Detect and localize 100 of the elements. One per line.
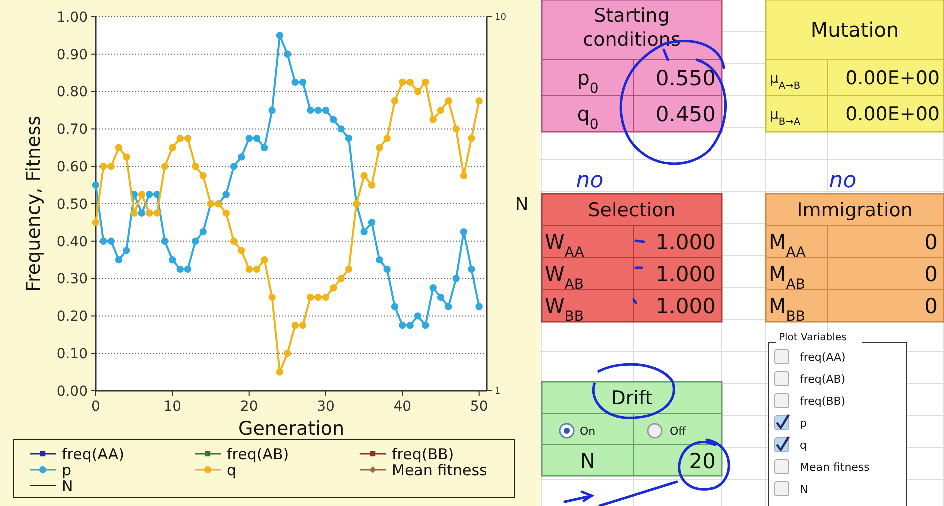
point [200,228,207,236]
point [138,210,146,217]
text: N [580,449,596,473]
text: freq(BB) [800,394,846,408]
point [460,228,468,236]
point [246,266,253,274]
text: p [800,416,807,430]
point [184,266,192,274]
text: 1.000 [656,262,716,286]
text: 0.450 [656,102,716,126]
y-tick-label: 0.40 [56,234,88,250]
point [161,238,169,245]
text: Immigration [797,200,913,222]
point [108,163,115,170]
point [100,238,108,245]
x-tick-label: 50 [470,399,488,415]
point [430,284,437,292]
point [399,78,406,86]
y2-tick-label: 1 [495,387,501,398]
text: freq(AB) [800,372,846,386]
point [445,98,452,105]
point [268,106,276,114]
point [338,275,345,282]
point [238,154,246,161]
point [368,219,376,226]
point [376,144,384,152]
y-tick-label: 0.50 [56,196,88,213]
text: Off [670,424,687,438]
y-tick-label: 0.10 [56,346,88,362]
y-tick-label: 0.20 [56,309,88,326]
text: N [800,482,808,496]
legend-label: q [227,461,237,480]
point [146,210,154,217]
point [476,98,483,105]
point [360,228,368,236]
text: 20 [689,449,716,474]
point [169,256,176,264]
point [192,163,200,170]
point [468,134,476,142]
point [460,172,468,180]
point [476,303,483,310]
point [360,172,368,180]
x-tick-label: 30 [317,399,335,415]
point [184,134,192,142]
point [123,247,130,254]
point [268,294,276,302]
x-tick-label: 0 [92,399,100,415]
point [437,294,445,302]
point [176,266,184,274]
point [299,78,307,86]
y2-axis-title: N [515,194,529,216]
text: 1.000 [656,294,716,318]
point [376,256,384,264]
text: M$_{BB}$ [769,294,806,325]
text: 0 [924,230,938,254]
point [452,126,460,133]
point [292,322,299,330]
point [222,210,230,217]
legend-label: p [62,461,72,480]
y-tick-label: 0.90 [56,47,88,64]
point [130,210,138,217]
point [200,172,207,180]
y-tick-label: 0.80 [56,84,88,101]
text: Mutation [810,18,900,42]
point [406,322,414,330]
point [292,78,299,86]
point [253,134,261,142]
point [422,322,430,330]
point [430,116,437,124]
point [192,238,200,245]
point [322,294,330,302]
y2-tick-label: 10 [495,13,507,24]
point [100,163,108,170]
point [138,191,146,198]
text: On [580,424,596,438]
text: q$_{0}$ [577,102,599,133]
point [161,163,169,170]
text: 0.00E+00 [846,68,940,90]
text: 0 [924,262,938,286]
text: Selection [588,200,676,222]
text: 0.550 [656,66,716,90]
point [314,106,322,114]
point [330,116,338,124]
text: M$_{AB}$ [769,262,806,293]
text: μ$_{A→B}$ [770,70,801,92]
point [222,191,230,198]
text: Mean fitness [800,460,870,474]
legend-label: freq(AB) [227,445,290,464]
point [414,88,422,96]
point [284,50,292,58]
point [406,78,414,86]
point [307,106,314,114]
text: q [800,438,807,452]
point [399,322,406,330]
text: W$_{BB}$ [545,294,584,325]
point [169,144,176,152]
point [368,182,376,189]
point [284,350,292,358]
point [176,134,184,142]
point [276,368,284,376]
